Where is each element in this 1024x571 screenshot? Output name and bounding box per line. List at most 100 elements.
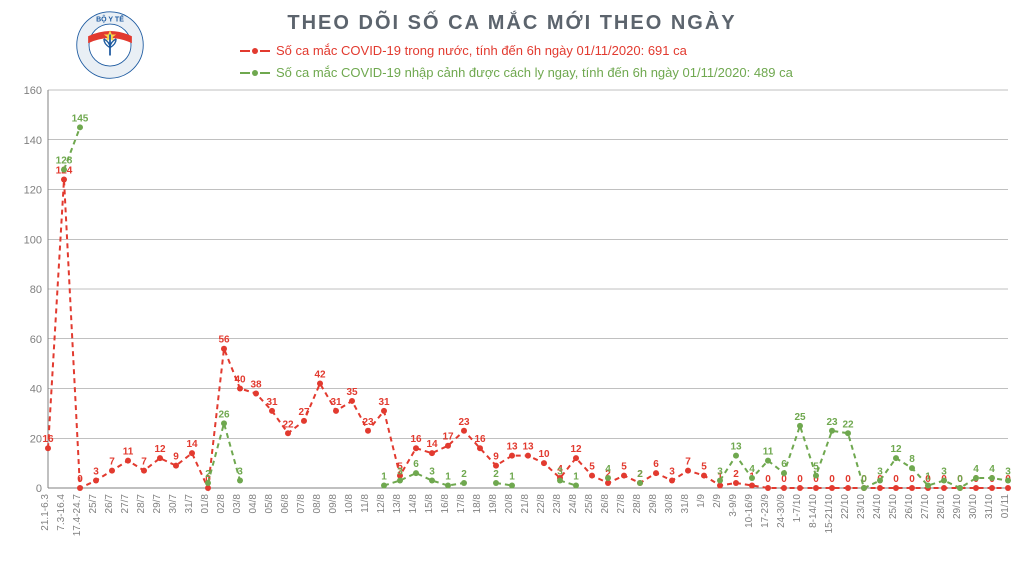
svg-text:13: 13 [506, 442, 518, 453]
svg-text:1-7/10: 1-7/10 [792, 494, 803, 523]
svg-text:16/8: 16/8 [440, 494, 451, 514]
svg-text:3: 3 [669, 467, 675, 478]
svg-text:3: 3 [717, 467, 723, 478]
svg-text:29/7: 29/7 [152, 494, 163, 514]
svg-text:5: 5 [621, 462, 627, 473]
svg-text:1: 1 [509, 472, 515, 483]
svg-text:01/11: 01/11 [1000, 494, 1011, 519]
svg-text:23: 23 [362, 417, 374, 428]
svg-text:11/8: 11/8 [360, 494, 371, 513]
svg-text:4: 4 [605, 464, 611, 475]
svg-text:13/8: 13/8 [392, 494, 403, 514]
svg-text:11: 11 [123, 447, 134, 458]
svg-text:60: 60 [30, 334, 42, 346]
svg-text:2: 2 [461, 469, 467, 480]
svg-text:3: 3 [941, 467, 947, 478]
svg-text:18/8: 18/8 [472, 494, 483, 514]
svg-text:3: 3 [1005, 467, 1011, 478]
svg-text:0: 0 [957, 474, 963, 485]
svg-text:3: 3 [877, 467, 883, 478]
svg-text:2: 2 [205, 469, 211, 480]
svg-text:0: 0 [77, 474, 83, 485]
svg-text:16: 16 [42, 434, 54, 445]
svg-text:4: 4 [749, 464, 755, 475]
svg-text:31/10: 31/10 [984, 494, 995, 519]
svg-text:23: 23 [826, 417, 838, 428]
svg-text:40: 40 [30, 384, 42, 396]
svg-text:42: 42 [314, 370, 326, 381]
svg-text:0: 0 [893, 474, 899, 485]
svg-text:31: 31 [330, 397, 342, 408]
svg-text:24-30/9: 24-30/9 [776, 494, 787, 528]
svg-text:27: 27 [298, 407, 310, 418]
svg-text:0: 0 [36, 483, 42, 495]
svg-text:0: 0 [797, 474, 803, 485]
svg-text:08/8: 08/8 [312, 494, 323, 514]
svg-text:05/8: 05/8 [264, 494, 275, 514]
svg-text:80: 80 [30, 284, 42, 296]
svg-text:19/8: 19/8 [488, 494, 499, 514]
svg-text:8-14/10: 8-14/10 [808, 494, 819, 528]
svg-text:31/7: 31/7 [184, 494, 195, 514]
svg-text:12/8: 12/8 [376, 494, 387, 514]
svg-text:0: 0 [765, 474, 771, 485]
svg-text:13: 13 [730, 442, 742, 453]
svg-text:20: 20 [30, 433, 42, 445]
svg-text:38: 38 [250, 379, 262, 390]
svg-text:14: 14 [186, 439, 198, 450]
svg-text:7: 7 [685, 457, 691, 468]
svg-text:2: 2 [493, 469, 499, 480]
svg-text:27/8: 27/8 [616, 494, 627, 514]
svg-text:27/10: 27/10 [920, 494, 931, 519]
svg-text:10-16/9: 10-16/9 [744, 494, 755, 528]
svg-text:25/7: 25/7 [88, 494, 99, 514]
svg-text:1: 1 [445, 472, 451, 483]
svg-text:14: 14 [426, 439, 438, 450]
svg-text:7: 7 [141, 457, 147, 468]
svg-text:3: 3 [93, 467, 99, 478]
svg-text:30/8: 30/8 [664, 494, 675, 514]
svg-text:6: 6 [653, 459, 659, 470]
svg-text:0: 0 [829, 474, 835, 485]
svg-text:17/8: 17/8 [456, 494, 467, 514]
svg-text:40: 40 [234, 375, 246, 386]
svg-text:12: 12 [154, 444, 166, 455]
svg-text:21/8: 21/8 [520, 494, 531, 514]
svg-text:128: 128 [56, 156, 73, 167]
svg-text:9: 9 [173, 452, 179, 463]
svg-text:16: 16 [474, 434, 486, 445]
svg-text:29/10: 29/10 [952, 494, 963, 519]
svg-text:06/8: 06/8 [280, 494, 291, 514]
svg-text:3-9/9: 3-9/9 [728, 494, 739, 517]
svg-text:12: 12 [890, 444, 902, 455]
svg-text:1: 1 [381, 472, 387, 483]
svg-text:09/8: 09/8 [328, 494, 339, 514]
svg-text:120: 120 [24, 185, 42, 197]
svg-text:5: 5 [589, 462, 595, 473]
svg-text:02/8: 02/8 [216, 494, 227, 514]
svg-text:5: 5 [813, 462, 819, 473]
svg-text:4: 4 [973, 464, 979, 475]
svg-text:3: 3 [397, 467, 403, 478]
svg-text:03/8: 03/8 [232, 494, 243, 514]
svg-text:3: 3 [237, 467, 243, 478]
svg-text:24/10: 24/10 [872, 494, 883, 519]
svg-text:14/8: 14/8 [408, 494, 419, 514]
svg-text:7.3-16.4: 7.3-16.4 [56, 494, 67, 531]
svg-text:8: 8 [909, 454, 915, 465]
svg-text:100: 100 [24, 234, 42, 246]
svg-text:22: 22 [282, 419, 294, 430]
svg-text:4: 4 [989, 464, 995, 475]
svg-text:28/8: 28/8 [632, 494, 643, 514]
svg-text:27/7: 27/7 [120, 494, 131, 514]
svg-text:16: 16 [410, 434, 422, 445]
svg-text:13: 13 [522, 442, 534, 453]
svg-text:0: 0 [845, 474, 851, 485]
svg-text:25: 25 [794, 412, 806, 423]
svg-text:11: 11 [763, 447, 774, 458]
svg-text:145: 145 [72, 113, 89, 124]
chart-plot: 02040608010012014016021.1-6.37.3-16.417.… [0, 0, 1024, 571]
svg-text:22/8: 22/8 [536, 494, 547, 514]
svg-text:31: 31 [378, 397, 390, 408]
svg-text:25/10: 25/10 [888, 494, 899, 519]
